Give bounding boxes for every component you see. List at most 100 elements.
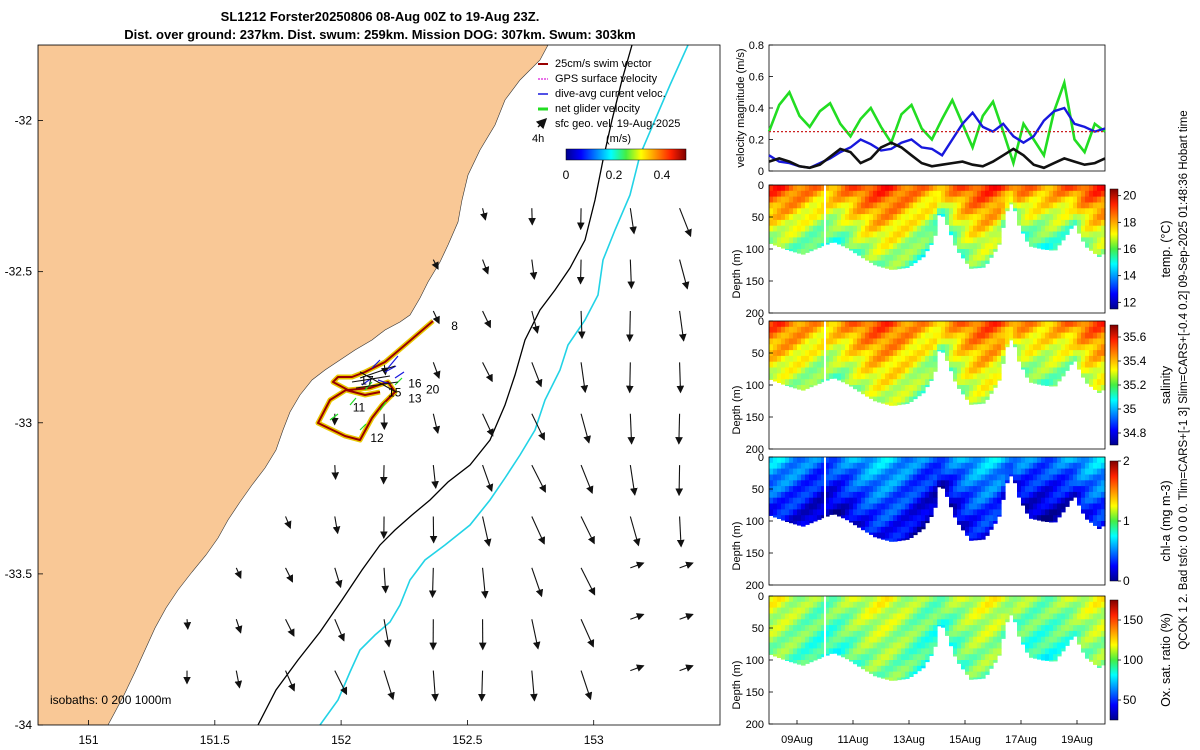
section-cell (841, 355, 846, 363)
colorbar-tick-label: 12 (1123, 295, 1137, 309)
section-cell (865, 321, 870, 328)
section-cell (829, 185, 834, 192)
section-cell (977, 185, 982, 192)
section-cell (961, 521, 966, 528)
section-cell (1093, 338, 1098, 345)
section-cell (789, 491, 794, 499)
section-cell (913, 338, 918, 345)
section-cell (945, 326, 950, 334)
section-cell (1093, 321, 1098, 328)
section-cell (905, 671, 910, 678)
section-cell (837, 474, 842, 481)
section-cell (969, 491, 974, 499)
section-cell (957, 619, 962, 626)
sfc-velocity-arrow (481, 567, 489, 599)
section-cell (913, 254, 918, 262)
section-cell (969, 344, 974, 351)
section-cell (917, 521, 922, 528)
section-cell (901, 254, 906, 262)
section-cell (869, 665, 874, 673)
section-cell (1021, 486, 1026, 493)
section-cell (981, 355, 986, 363)
section-cell (1021, 607, 1026, 614)
section-cell (1085, 509, 1090, 516)
section-cell (1005, 596, 1010, 603)
section-cell (1085, 497, 1090, 505)
section-cell (945, 625, 950, 632)
section-cell (913, 509, 918, 516)
section-cell (837, 214, 842, 221)
section-cell (845, 486, 850, 493)
section-cell (1081, 237, 1086, 242)
section-cell (913, 636, 918, 644)
section-cell (889, 607, 894, 614)
section-cell (769, 185, 774, 192)
section-cell (889, 457, 894, 464)
section-cell (921, 654, 926, 661)
section-cell (793, 654, 798, 661)
section-cell (813, 607, 818, 614)
section-cell (913, 630, 918, 638)
section-cell (969, 486, 974, 493)
section-cell (1005, 480, 1010, 484)
section-cell (881, 486, 886, 493)
section-cell (885, 503, 890, 510)
section-cell (909, 249, 914, 256)
section-cell (981, 396, 986, 403)
section-cell (917, 332, 922, 339)
section-cell (901, 214, 906, 221)
section-cell (885, 491, 890, 499)
section-cell (1085, 332, 1090, 339)
section-cell (849, 474, 854, 481)
section-cell (809, 344, 814, 351)
section-cell (1089, 474, 1094, 481)
section-cell (857, 190, 862, 198)
section-cell (969, 338, 974, 345)
section-cell (841, 636, 846, 644)
section-cell (917, 350, 922, 357)
section-cell (769, 326, 774, 334)
map-colorbar-ticks: 0 0.2 0.4 (563, 168, 671, 182)
colorbar-label: salinity (1159, 365, 1173, 404)
section-cell (817, 613, 822, 620)
section-cell (837, 630, 842, 638)
section-cell (1061, 503, 1066, 510)
section-cell (781, 190, 786, 198)
section-cell (1033, 654, 1038, 659)
colorbar-tick-label: 16 (1123, 242, 1137, 256)
section-cell (845, 613, 850, 620)
section-cell (881, 344, 886, 351)
section-cell (897, 648, 902, 655)
section-cell (901, 677, 906, 680)
section-cell (785, 355, 790, 363)
section-cell (1085, 468, 1090, 475)
section-cell (969, 321, 974, 328)
section-cell (849, 379, 854, 386)
section-cell (789, 630, 794, 638)
section-cell (1085, 243, 1090, 248)
section-cell (881, 503, 886, 510)
section-cell (1089, 630, 1094, 638)
section-cell (961, 326, 966, 334)
section-cell (981, 214, 986, 221)
section-cell (881, 254, 886, 262)
section-cell (845, 196, 850, 203)
section-cell (881, 619, 886, 626)
section-cell (1097, 515, 1102, 522)
section-cell (961, 332, 966, 339)
section-cell (849, 214, 854, 221)
section-cell (981, 677, 986, 679)
section-cell (793, 515, 798, 522)
section-cell (1025, 509, 1030, 514)
section-cell (837, 613, 842, 620)
section-cell (953, 457, 958, 464)
section-cell (1065, 196, 1070, 203)
section-cell (897, 196, 902, 203)
section-cell (893, 648, 898, 655)
section-cell (813, 486, 818, 493)
section-cell (1077, 225, 1082, 233)
section-cell (997, 613, 1002, 620)
section-cell (857, 225, 862, 233)
section-cell (961, 607, 966, 614)
section-cell (845, 190, 850, 198)
